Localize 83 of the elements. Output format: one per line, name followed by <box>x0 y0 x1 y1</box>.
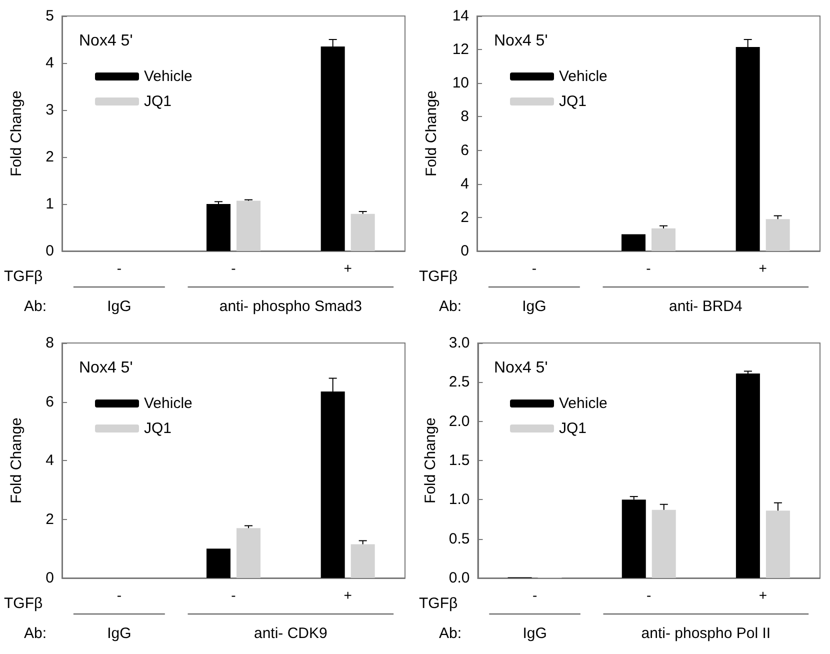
bar <box>652 228 676 251</box>
y-tick-label: 12 <box>452 41 469 58</box>
text: IgG <box>522 625 547 642</box>
y-tick-label: 1.0 <box>448 491 470 508</box>
text: anti- phospho Pol II <box>641 625 771 642</box>
text: Ab: <box>24 298 47 315</box>
y-axis-title: Fold Change <box>422 418 439 504</box>
y-tick-label: 4 <box>46 54 54 72</box>
text: IgG <box>107 625 132 642</box>
x-tick-label: - <box>116 260 122 276</box>
text: Nox4 5' <box>79 32 133 50</box>
text: TGFβ <box>4 595 43 612</box>
x-tick-label: - <box>231 260 236 276</box>
y-tick-label: 5 <box>46 8 54 24</box>
legend-label: Vehicle <box>144 395 192 412</box>
y-tick-label: 0.5 <box>448 530 470 548</box>
legend-label: Vehicle <box>144 68 192 85</box>
x-tick-label: - <box>231 587 236 603</box>
y-tick-label: 14 <box>452 8 469 24</box>
text: TGFβ <box>419 268 458 285</box>
y-tick-label: 3.0 <box>448 334 470 352</box>
x-tick-label: + <box>344 260 352 276</box>
y-tick-label: 0 <box>46 242 54 260</box>
y-tick-label: 6 <box>46 393 54 410</box>
text: TGFβ <box>419 595 458 612</box>
y-tick-label: 2.0 <box>448 412 470 430</box>
bar <box>766 510 790 578</box>
y-tick-label: 4 <box>460 175 469 192</box>
y-axis-title: Fold Change <box>8 418 25 504</box>
x-tick-label: - <box>646 260 652 276</box>
y-tick-label: 0 <box>46 570 54 586</box>
y-tick-label: 6 <box>460 142 469 159</box>
text: Ab: <box>24 625 47 642</box>
text: anti- phospho Smad3 <box>219 298 362 315</box>
legend-label: JQ1 <box>559 93 587 110</box>
y-tick-label: 2 <box>460 208 469 226</box>
y-tick-label: 2 <box>46 148 54 166</box>
bar <box>736 374 760 578</box>
y-tick-label: 0.0 <box>448 570 470 586</box>
y-tick-label: 8 <box>460 108 469 126</box>
legend-label: JQ1 <box>144 420 172 437</box>
text: IgG <box>107 298 132 315</box>
text: TGFβ <box>4 268 43 285</box>
text: anti- BRD4 <box>668 298 742 315</box>
x-tick-label: - <box>532 260 537 276</box>
bar <box>622 500 646 578</box>
bar <box>236 528 260 578</box>
bar <box>350 544 375 578</box>
bar <box>622 234 646 251</box>
text: anti- CDK9 <box>254 625 328 642</box>
x-tick-label: + <box>344 587 352 603</box>
text: Nox4 5' <box>494 32 548 50</box>
x-tick-label: + <box>758 260 767 276</box>
y-tick-label: 4 <box>46 452 54 469</box>
x-tick-label: - <box>646 587 652 603</box>
x-tick-label: - <box>116 587 122 603</box>
bar <box>652 510 676 578</box>
bar <box>350 214 375 251</box>
legend-label: Vehicle <box>559 68 608 85</box>
legend-label: Vehicle <box>559 395 608 412</box>
y-tick-label: 2 <box>46 510 54 528</box>
bar <box>206 548 230 578</box>
y-tick-label: 8 <box>46 334 54 352</box>
y-tick-label: 10 <box>452 74 469 92</box>
bar <box>766 219 790 251</box>
x-tick-label: + <box>758 587 768 603</box>
text: Nox4 5' <box>494 360 548 376</box>
y-axis-title: Fold Change <box>8 90 25 176</box>
text: IgG <box>522 298 546 315</box>
bar <box>236 200 260 251</box>
y-tick-label: 3 <box>46 102 54 118</box>
y-tick-label: 1.5 <box>448 452 470 469</box>
text: Ab: <box>439 625 462 642</box>
y-tick-label: 0 <box>460 242 469 260</box>
y-tick-label: 1 <box>46 196 54 212</box>
text: Nox4 5' <box>79 360 133 376</box>
y-axis-title: Fold Change <box>423 90 440 176</box>
legend-label: JQ1 <box>559 420 587 437</box>
legend-label: JQ1 <box>144 93 172 110</box>
y-tick-label: 2.5 <box>448 374 470 391</box>
x-tick-label: - <box>532 587 538 603</box>
bar <box>206 204 230 251</box>
text: Ab: <box>439 298 462 315</box>
